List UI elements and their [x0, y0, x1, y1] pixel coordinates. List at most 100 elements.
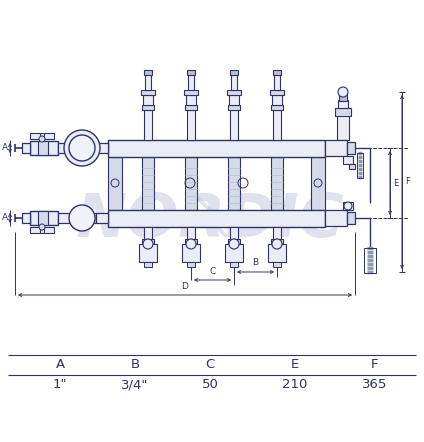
Polygon shape	[30, 133, 40, 139]
Polygon shape	[30, 227, 40, 233]
Bar	[108, 157, 122, 210]
Bar	[270, 90, 284, 95]
Bar	[82, 212, 88, 224]
Bar	[187, 110, 195, 140]
Bar	[343, 156, 353, 164]
Polygon shape	[44, 227, 54, 233]
Bar	[273, 262, 281, 267]
Bar	[228, 239, 240, 244]
Circle shape	[39, 136, 45, 142]
Bar	[70, 143, 82, 153]
Bar	[142, 105, 154, 110]
Bar	[343, 202, 353, 210]
Bar	[357, 153, 363, 178]
Text: F: F	[371, 358, 379, 371]
Circle shape	[186, 239, 196, 249]
Bar	[88, 213, 96, 223]
Circle shape	[69, 135, 95, 161]
Bar	[273, 110, 281, 140]
Bar	[273, 70, 281, 75]
Bar	[227, 90, 241, 95]
Bar	[185, 105, 197, 110]
Bar	[311, 157, 325, 210]
Bar	[40, 133, 44, 138]
Bar	[231, 75, 237, 90]
Bar	[184, 90, 198, 95]
Bar	[347, 142, 355, 154]
Bar	[347, 212, 355, 224]
Bar	[230, 227, 238, 239]
Bar	[364, 248, 376, 273]
Bar	[271, 105, 283, 110]
Circle shape	[229, 239, 239, 249]
Text: A: A	[56, 358, 64, 371]
Bar	[108, 210, 325, 227]
Bar	[185, 239, 197, 244]
Bar	[338, 100, 348, 108]
Bar	[186, 95, 196, 105]
Bar	[96, 143, 108, 153]
Text: NORDIC: NORDIC	[76, 191, 344, 249]
Bar	[145, 75, 151, 90]
Circle shape	[39, 224, 45, 230]
Bar	[187, 262, 195, 267]
Text: A: A	[2, 213, 8, 222]
Bar	[337, 115, 349, 140]
Bar	[82, 142, 88, 154]
Bar	[187, 227, 195, 239]
Text: E: E	[393, 179, 398, 187]
Bar	[349, 164, 355, 169]
Bar	[58, 213, 70, 223]
Text: C: C	[209, 267, 216, 276]
Text: D: D	[181, 282, 188, 291]
Bar	[185, 157, 197, 210]
Bar	[187, 70, 195, 75]
Text: 50: 50	[201, 378, 218, 392]
Bar	[273, 227, 281, 239]
Bar	[139, 244, 157, 262]
Bar	[88, 143, 96, 153]
Text: C: C	[205, 358, 215, 371]
Bar	[30, 141, 58, 155]
Text: 210: 210	[282, 378, 308, 392]
Text: B: B	[131, 358, 139, 371]
Bar	[22, 143, 30, 153]
Bar	[339, 93, 347, 101]
Polygon shape	[44, 133, 54, 139]
Bar	[142, 157, 154, 210]
Bar	[144, 70, 152, 75]
Text: E: E	[291, 358, 299, 371]
Bar	[188, 75, 194, 90]
Bar	[22, 213, 30, 223]
Bar	[230, 262, 238, 267]
Bar	[38, 141, 48, 155]
Bar	[230, 110, 238, 140]
Text: F: F	[405, 178, 410, 187]
Bar	[70, 213, 82, 223]
Text: 365: 365	[363, 378, 388, 392]
Bar	[229, 95, 239, 105]
Circle shape	[344, 202, 352, 210]
Text: B: B	[252, 258, 259, 267]
Bar	[271, 239, 283, 244]
Circle shape	[272, 239, 282, 249]
Bar	[268, 244, 286, 262]
Bar	[225, 244, 243, 262]
Bar	[144, 227, 152, 239]
Text: A: A	[2, 144, 8, 152]
Bar	[271, 157, 283, 210]
Bar	[228, 157, 240, 210]
Bar	[96, 213, 108, 223]
Bar	[30, 211, 58, 225]
Text: 3/4": 3/4"	[121, 378, 149, 392]
Bar	[141, 90, 155, 95]
Bar	[335, 108, 351, 116]
Bar	[325, 140, 347, 156]
Bar	[108, 140, 325, 157]
Circle shape	[338, 87, 348, 97]
Bar	[143, 95, 153, 105]
Circle shape	[64, 130, 100, 166]
Bar	[182, 244, 200, 262]
Bar	[272, 95, 282, 105]
Bar	[38, 211, 48, 225]
